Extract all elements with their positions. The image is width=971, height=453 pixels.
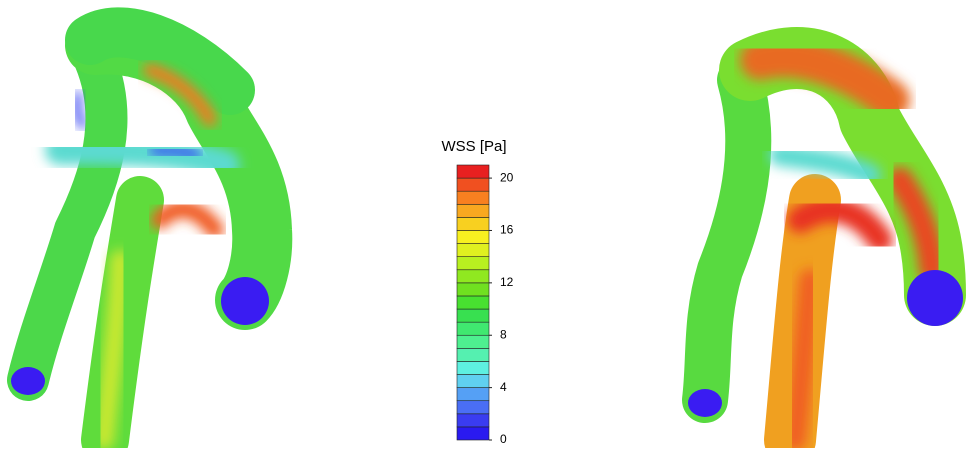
colorbar-band — [457, 270, 489, 283]
tick-label: 16 — [500, 223, 514, 237]
page: {"chart_data": {"type": "colorbar", "tit… — [0, 0, 971, 448]
tick-label: 8 — [500, 327, 507, 341]
colorbar-band — [457, 414, 489, 427]
colorbar-title: WSS [Pa] — [441, 138, 506, 155]
colorbar-band — [457, 401, 489, 414]
colorbar-band — [457, 230, 489, 243]
colorbar-band — [457, 322, 489, 335]
vessel-left — [11, 32, 269, 440]
colorbar-band — [457, 178, 489, 191]
tick-label: 20 — [500, 170, 514, 184]
colorbar-band — [457, 217, 489, 230]
colorbar-band — [457, 335, 489, 348]
colorbar-band — [457, 283, 489, 296]
colorbar-band — [457, 244, 489, 257]
colorbar-band — [457, 165, 489, 178]
colorbar-band — [457, 361, 489, 374]
figure: WSS [Pa] 0 4 8 12 16 20 — [0, 0, 971, 448]
colorbar: WSS [Pa] 0 4 8 12 16 20 — [441, 138, 513, 446]
tick-label: 4 — [500, 380, 507, 394]
colorbar-band — [457, 375, 489, 388]
colorbar-band — [457, 388, 489, 401]
vessel-right — [688, 57, 963, 440]
colorbar-band — [457, 348, 489, 361]
colorbar-band — [457, 191, 489, 204]
colorbar-band — [457, 204, 489, 217]
colorbar-band — [457, 296, 489, 309]
colorbar-band — [457, 309, 489, 322]
tick-label: 12 — [500, 275, 514, 289]
tick-label: 0 — [500, 432, 507, 446]
colorbar-band — [457, 257, 489, 270]
colorbar-band — [457, 427, 489, 440]
